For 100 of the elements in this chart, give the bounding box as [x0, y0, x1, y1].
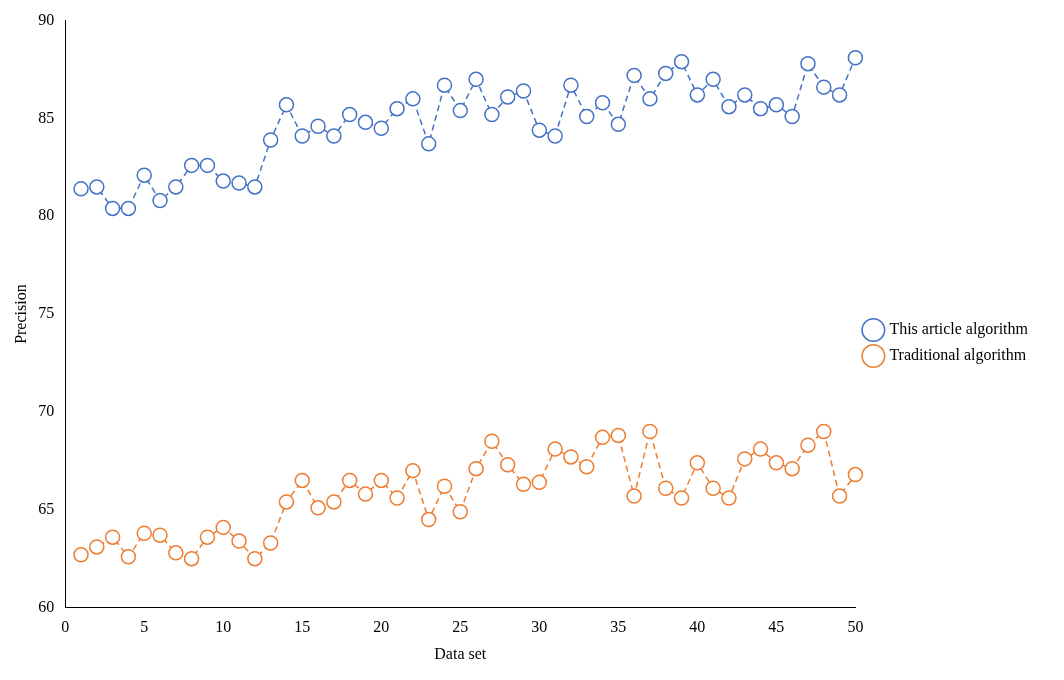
- point: [515, 83, 532, 99]
- point: [626, 488, 642, 504]
- point: [104, 200, 121, 217]
- point: [563, 77, 579, 93]
- point: [484, 433, 500, 450]
- point: [594, 429, 611, 446]
- x-tick-label: 50: [847, 618, 864, 636]
- point: [705, 71, 721, 88]
- point: [278, 96, 295, 113]
- x-tick-label: 20: [373, 618, 390, 636]
- point: [847, 50, 864, 66]
- point: [642, 423, 658, 440]
- point: [657, 480, 674, 496]
- point: [784, 108, 800, 125]
- point: [752, 100, 769, 117]
- point: [657, 65, 674, 82]
- point: [436, 478, 453, 495]
- point: [515, 476, 532, 493]
- point: [389, 490, 405, 506]
- point: [310, 500, 326, 516]
- point: [215, 519, 231, 536]
- point: [120, 548, 137, 565]
- point: [436, 77, 453, 93]
- point: [578, 458, 595, 475]
- point: [752, 441, 769, 457]
- point: [294, 472, 310, 489]
- point: [136, 525, 152, 541]
- point: [689, 455, 706, 471]
- point: [231, 175, 247, 191]
- point: [816, 423, 832, 440]
- x-tick-label: 35: [610, 618, 627, 636]
- point: [800, 55, 816, 72]
- point: [231, 533, 247, 549]
- point: [721, 490, 737, 506]
- x-tick-label: 40: [689, 618, 706, 636]
- point: [420, 511, 437, 528]
- point: [73, 181, 89, 197]
- point: [468, 460, 484, 477]
- point: [310, 118, 326, 135]
- point: [578, 108, 595, 125]
- y-tick-label: 90: [38, 10, 55, 28]
- point: [104, 529, 121, 545]
- point: [468, 71, 484, 88]
- point: [673, 53, 690, 70]
- point: [326, 494, 342, 510]
- x-tick-label: 45: [768, 618, 785, 636]
- y-tick-label: 75: [38, 304, 55, 322]
- point: [152, 192, 168, 209]
- point: [816, 79, 832, 95]
- point: [768, 455, 785, 471]
- point: [484, 106, 500, 123]
- point: [737, 451, 753, 467]
- point: [673, 490, 690, 506]
- point: [373, 472, 390, 489]
- point: [800, 437, 816, 453]
- point: [721, 98, 737, 115]
- point: [357, 486, 374, 502]
- x-tick-label: 30: [531, 618, 548, 636]
- point: [262, 535, 279, 551]
- point: [389, 100, 405, 117]
- point: [247, 179, 263, 195]
- x-tick-label: 15: [294, 618, 311, 636]
- legend-label: Traditional algorithm: [889, 346, 1027, 365]
- point: [626, 67, 642, 84]
- point: [499, 457, 516, 473]
- y-tick-label: 85: [38, 108, 55, 126]
- point: [120, 200, 137, 217]
- x-tick-label: 5: [140, 618, 149, 636]
- y-axis-title: Precision: [11, 284, 29, 344]
- point: [642, 91, 658, 107]
- point: [831, 488, 848, 504]
- y-tick-label: 60: [38, 597, 55, 615]
- point: [183, 550, 200, 567]
- point: [215, 173, 231, 189]
- legend-label: This article algorithm: [889, 320, 1029, 339]
- point: [247, 550, 263, 567]
- point: [152, 527, 168, 543]
- y-tick-label: 80: [38, 206, 55, 224]
- point: [73, 547, 89, 563]
- point: [705, 480, 721, 496]
- point: [452, 503, 469, 520]
- point: [183, 157, 200, 174]
- x-tick-label: 25: [452, 618, 469, 636]
- point: [278, 494, 295, 510]
- point: [199, 529, 216, 545]
- x-axis-title: Data set: [434, 644, 487, 662]
- point: [405, 91, 421, 107]
- point: [168, 545, 184, 561]
- point: [689, 87, 706, 103]
- point: [341, 106, 358, 123]
- point: [610, 427, 627, 444]
- point: [294, 128, 310, 144]
- point: [499, 89, 516, 105]
- y-tick-label: 70: [38, 402, 55, 420]
- point: [326, 128, 342, 144]
- point: [357, 114, 374, 131]
- x-tick-label: 0: [61, 618, 70, 636]
- point: [89, 539, 105, 555]
- point: [168, 179, 184, 195]
- point: [547, 128, 563, 144]
